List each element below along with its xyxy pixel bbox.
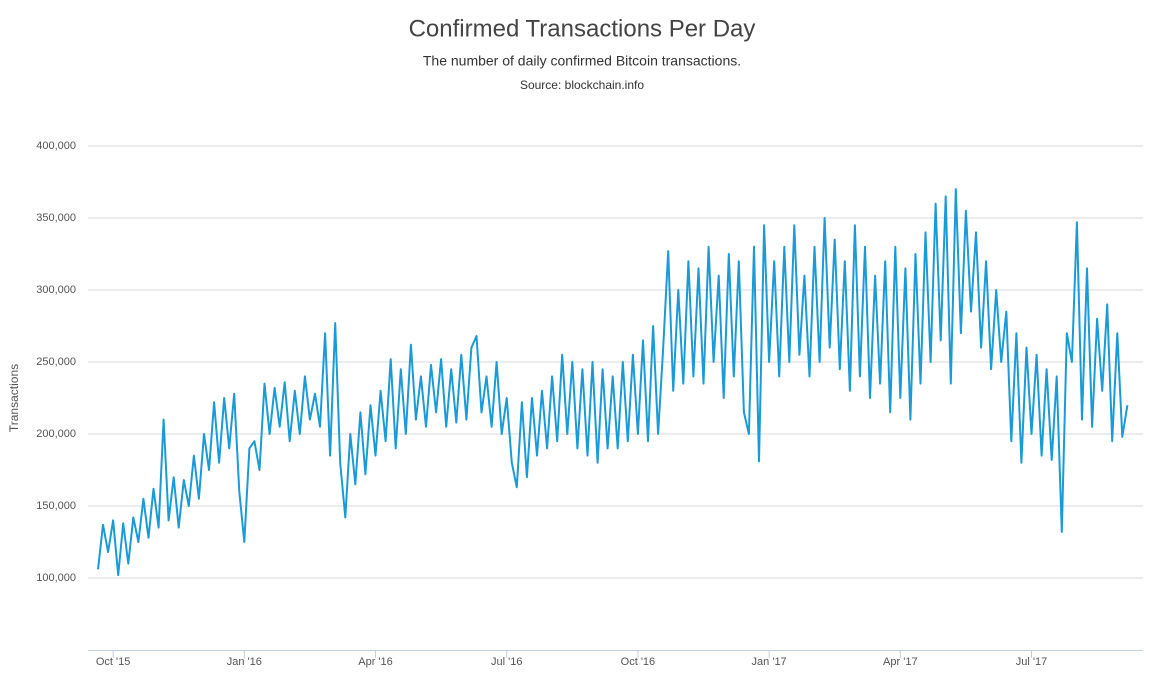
- y-tick-label: 300,000: [36, 284, 76, 296]
- chart-title: Confirmed Transactions Per Day: [409, 15, 756, 42]
- x-tick-label: Oct '15: [96, 656, 131, 668]
- y-tick-label: 350,000: [36, 212, 76, 224]
- y-tick-label: 150,000: [36, 500, 76, 512]
- y-tick-label: 250,000: [36, 356, 76, 368]
- x-tick-label: Jan '17: [752, 656, 787, 668]
- x-tick-label: Apr '17: [883, 656, 918, 668]
- x-tick-label: Jan '16: [227, 656, 262, 668]
- chart-subtitle: The number of daily confirmed Bitcoin tr…: [423, 53, 741, 69]
- x-tick-label: Jul '17: [1016, 656, 1047, 668]
- x-tick-label: Apr '16: [358, 656, 393, 668]
- y-tick-label: 200,000: [36, 428, 76, 440]
- y-tick-label: 100,000: [36, 572, 76, 584]
- y-tick-label: 400,000: [36, 140, 76, 152]
- y-axis-title: Transactions: [7, 364, 21, 432]
- data-line: [97, 188, 1129, 577]
- x-tick-label: Oct '16: [621, 656, 656, 668]
- x-tick-label: Jul '16: [491, 656, 522, 668]
- chart-source: Source: blockchain.info: [520, 78, 644, 92]
